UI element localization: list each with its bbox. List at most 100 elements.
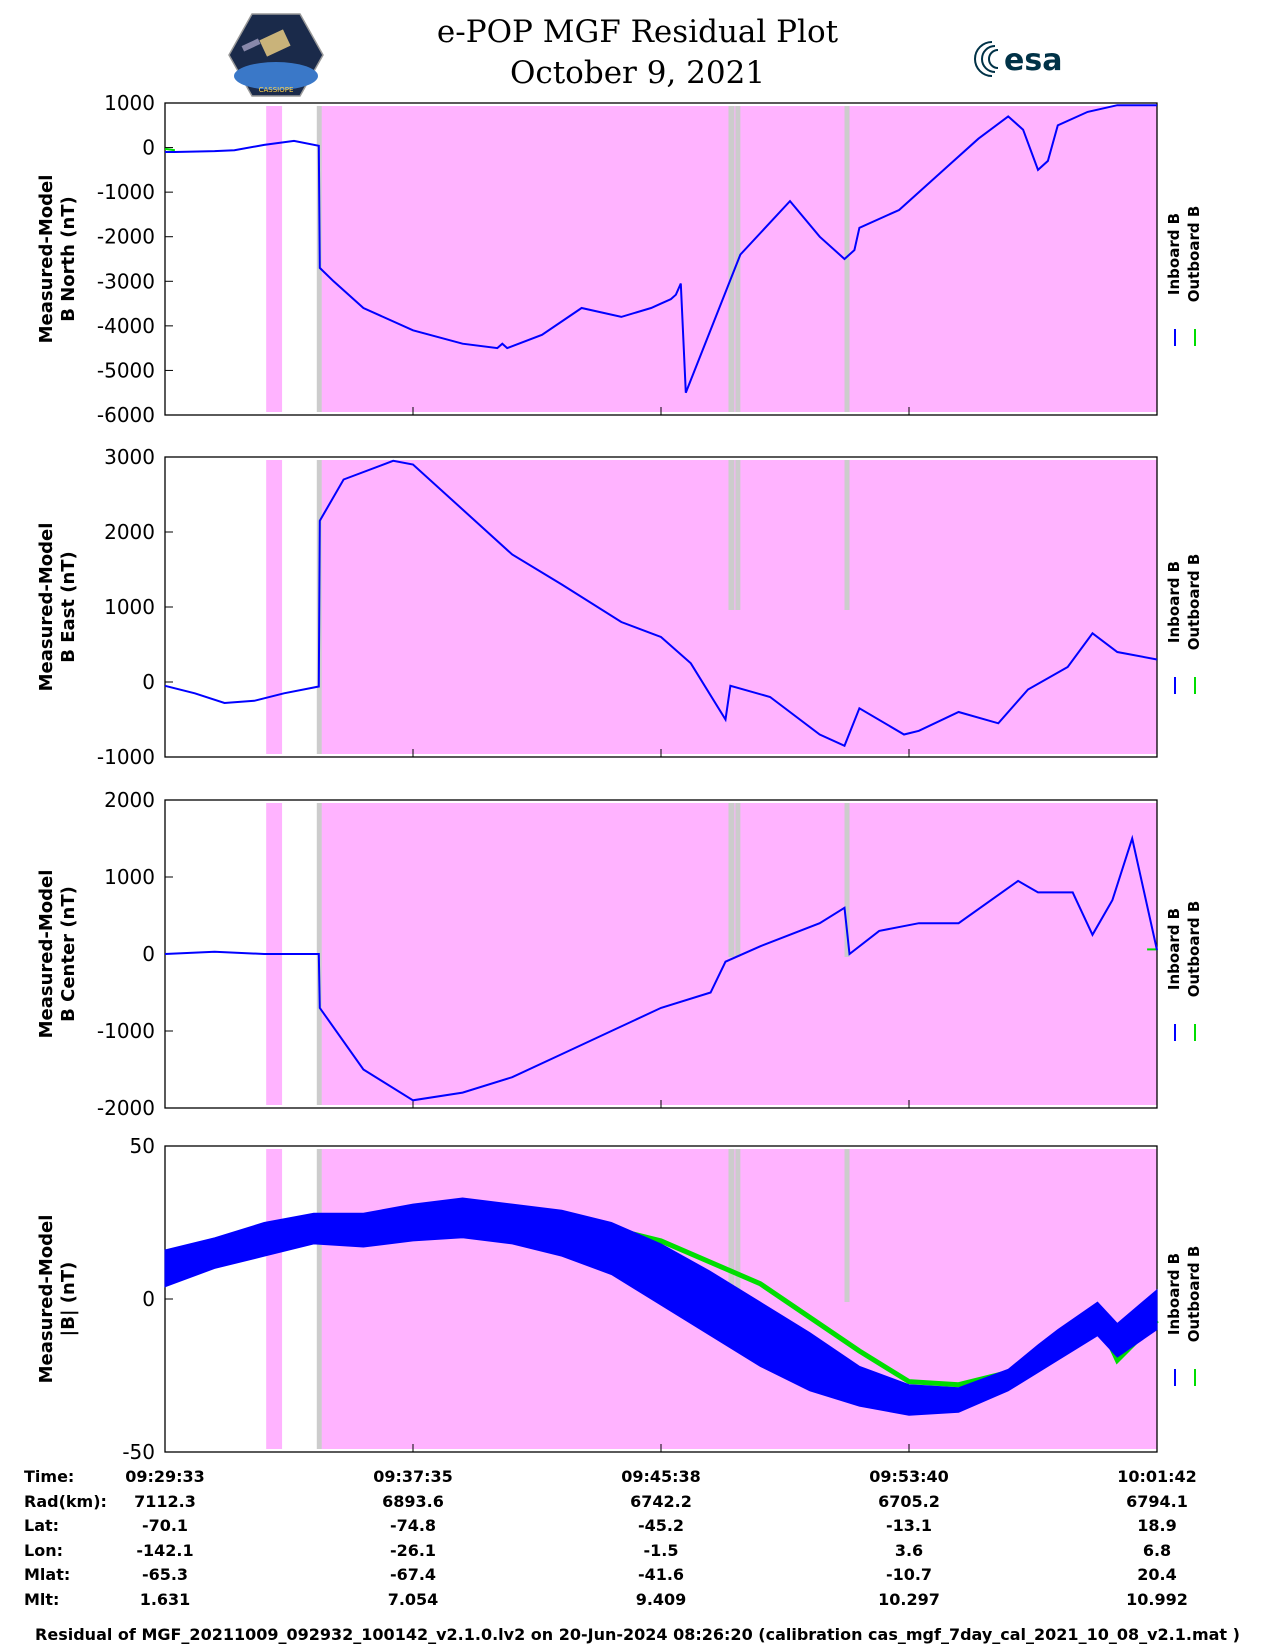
shade-gap-1 — [728, 803, 735, 957]
ephemeris-table: Time: 09:29:33 09:37:35 09:45:38 09:53:40 10:… — [0, 1467, 1275, 1637]
legend-inboard-label: Inboard B — [1165, 908, 1183, 990]
ephemeris-value: -65.3 — [141, 1565, 189, 1584]
shade-gap-2 — [735, 1149, 741, 1302]
legend-inboard-label: Inboard B — [1165, 213, 1183, 295]
shade-gap-3 — [844, 1149, 850, 1302]
ephemeris-row-lon: Lon: -142.1 -26.1 -1.5 3.6 6.8 — [0, 1541, 1275, 1565]
ephemeris-value: 6705.2 — [878, 1491, 940, 1511]
ephemeris-value: 7.054 — [387, 1589, 439, 1609]
residual-plots: 10000-1000-2000-3000-4000-5000-6000Measu… — [36, 91, 1203, 1464]
ephemeris-label: Time: — [24, 1467, 75, 1486]
ephemeris-value: -1.5 — [643, 1540, 679, 1560]
y-tick-label: 2000 — [104, 788, 155, 812]
y-tick-label: 1000 — [104, 865, 155, 889]
y-tick-label: 3000 — [104, 445, 155, 469]
y-axis-label: Measured-ModelB East (nT) — [36, 523, 79, 692]
legend-outboard-label: Outboard B — [1185, 901, 1203, 998]
ephemeris-value: 10.297 — [878, 1589, 940, 1609]
y-tick-label: 0 — [142, 136, 155, 160]
legend-outboard-label: Outboard B — [1185, 206, 1203, 303]
y-tick-label: -1000 — [97, 745, 155, 769]
shade-gap-0 — [316, 1149, 322, 1449]
ephemeris-value: -13.1 — [885, 1516, 933, 1535]
shade-pink-0 — [266, 460, 283, 754]
footer-caption: Residual of MGF_20211009_092932_100142_v… — [35, 1625, 1240, 1644]
cassiope-logo: CASSIOPE — [228, 12, 324, 102]
ephemeris-value: 09:45:38 — [621, 1467, 701, 1486]
y-tick-label: 0 — [142, 1287, 155, 1311]
ephemeris-value: -10.7 — [885, 1565, 933, 1584]
ephemeris-row-time: Time: 09:29:33 09:37:35 09:45:38 09:53:40 10:… — [0, 1467, 1275, 1491]
y-axis-label: Measured-ModelB Center (nT) — [36, 870, 79, 1039]
y-tick-label: -2000 — [97, 1096, 155, 1120]
ephemeris-value: -70.1 — [141, 1516, 189, 1535]
ephemeris-label: Mlat: — [24, 1565, 71, 1584]
panel-4: 50 0 -50 Measured-Model|B| (nT) Inboard B Out… — [36, 1134, 1203, 1464]
y-tick-label: 1000 — [104, 91, 155, 115]
ephemeris-value: -45.2 — [637, 1516, 685, 1535]
shade-gap-3 — [844, 803, 850, 957]
ephemeris-value: 7112.3 — [134, 1491, 196, 1511]
shade-gap-3 — [844, 460, 850, 610]
ephemeris-value: 6742.2 — [630, 1491, 692, 1511]
plot-title: e-POP MGF Residual Plot — [436, 14, 839, 50]
ephemeris-value: 09:53:40 — [869, 1467, 949, 1486]
ephemeris-value: -26.1 — [389, 1540, 437, 1560]
shade-gap-1 — [728, 1149, 735, 1302]
ephemeris-value: 09:29:33 — [125, 1467, 205, 1486]
y-tick-label: -6000 — [97, 403, 155, 427]
y-tick-label: -4000 — [97, 314, 155, 338]
ephemeris-label: Rad(km): — [24, 1491, 107, 1511]
svg-text:esa: esa — [1004, 43, 1062, 78]
shade-gap-2 — [735, 803, 741, 957]
y-tick-label: -1000 — [97, 1019, 155, 1043]
legend-inboard-label: Inboard B — [1165, 1253, 1183, 1335]
ephemeris-value: 1.631 — [139, 1589, 191, 1609]
ephemeris-value: 09:37:35 — [373, 1467, 453, 1486]
series-inboard — [165, 104, 1157, 394]
y-tick-label: 1000 — [104, 595, 155, 619]
ephemeris-value: -74.8 — [389, 1516, 437, 1535]
ephemeris-value: 10.992 — [1126, 1589, 1188, 1609]
shade-gap-1 — [728, 460, 735, 610]
svg-text:CASSIOPE: CASSIOPE — [259, 86, 294, 94]
series-inboard — [164, 834, 1158, 1102]
series-outboard — [164, 147, 176, 152]
ephemeris-row-lat: Lat: -70.1 -74.8 -45.2 -13.1 18.9 — [0, 1516, 1275, 1540]
ephemeris-value: -142.1 — [136, 1540, 194, 1560]
panel-3: 2000 1000 0 -1000 -2000 Measured-ModelB Cente… — [36, 788, 1203, 1120]
ephemeris-value: 20.4 — [1137, 1565, 1177, 1584]
y-tick-label: -1000 — [97, 180, 155, 204]
ephemeris-value: 3.6 — [894, 1540, 924, 1560]
y-tick-label: -50 — [122, 1440, 155, 1464]
y-axis-label: Measured-ModelB North (nT) — [36, 175, 79, 344]
y-tick-label: -2000 — [97, 225, 155, 249]
y-tick-label: 0 — [142, 670, 155, 694]
y-tick-label: 2000 — [104, 520, 155, 544]
ephemeris-value: 6893.6 — [382, 1491, 444, 1511]
ephemeris-value: 6.8 — [1142, 1540, 1172, 1560]
panel-1: 1000 0 -1000 -2000 -3000 -4000 -5000 -6000 Measu… — [36, 91, 1203, 427]
ephemeris-value: 9.409 — [635, 1589, 687, 1609]
ephemeris-label: Mlt: — [24, 1589, 60, 1609]
panel-2: 3000 2000 1000 0 -1000 Measured-ModelB East (… — [36, 445, 1203, 769]
series-inboard — [164, 1197, 1158, 1416]
ephemeris-row-rad: Rad(km): 7112.3 6893.6 6742.2 6705.2 6794.1 — [0, 1492, 1275, 1516]
shade-gap-2 — [735, 460, 741, 610]
shade-pink-0 — [266, 1149, 283, 1449]
shade-gap-1 — [728, 106, 735, 412]
shade-pink-0 — [266, 106, 283, 412]
legend-outboard-label: Outboard B — [1185, 1246, 1203, 1343]
ephemeris-label: Lon: — [24, 1540, 63, 1560]
y-tick-label: -5000 — [97, 358, 155, 382]
plot-date: October 9, 2021 — [509, 55, 766, 91]
y-axis-label: Measured-Model|B| (nT) — [36, 1215, 79, 1384]
series-inboard — [164, 459, 1158, 748]
esa-logo: esa — [970, 36, 1090, 86]
ephemeris-value: -41.6 — [637, 1565, 685, 1584]
shade-gap-3 — [844, 106, 850, 412]
y-tick-label: 0 — [142, 942, 155, 966]
ephemeris-value: 10:01:42 — [1117, 1467, 1197, 1486]
legend-outboard-label: Outboard B — [1185, 554, 1203, 651]
ephemeris-value: 18.9 — [1137, 1516, 1177, 1535]
